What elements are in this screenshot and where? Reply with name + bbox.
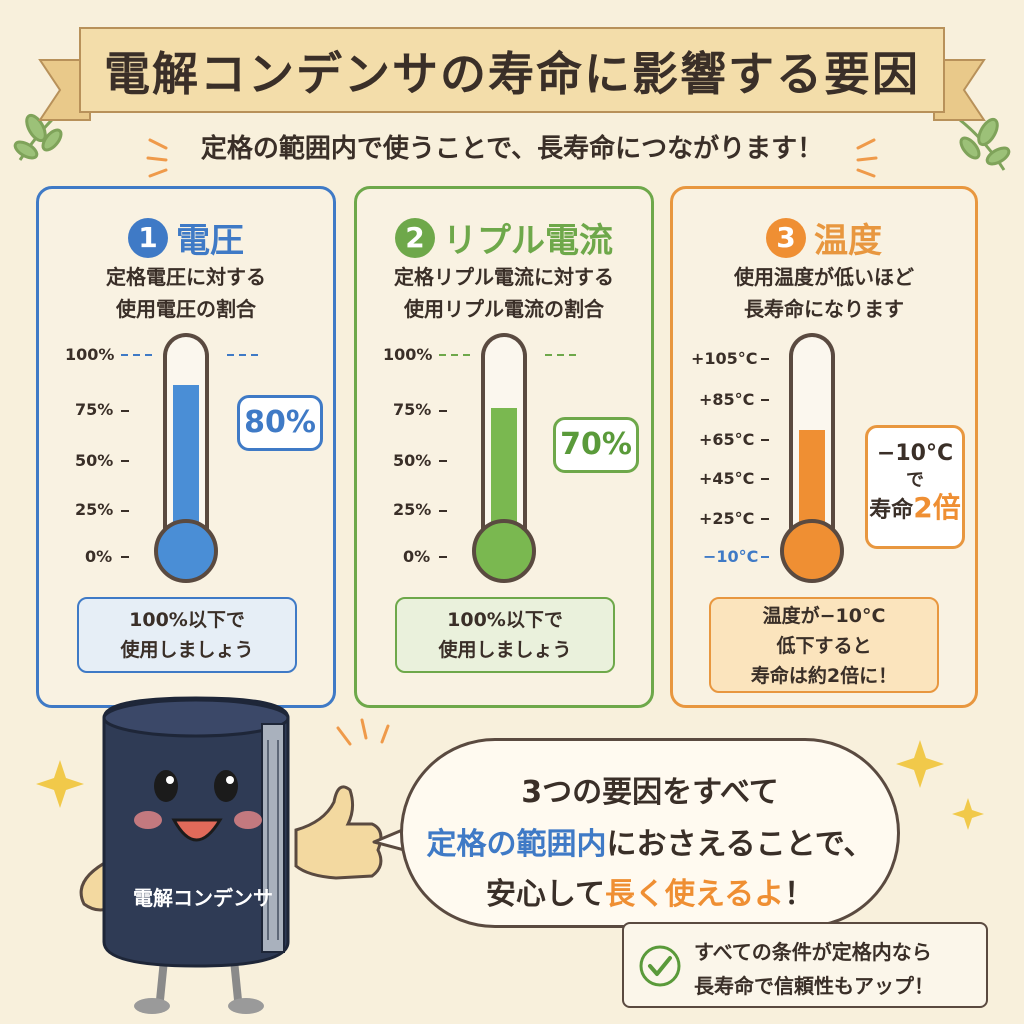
tick-label: 0%: [85, 547, 113, 566]
tick-marks: [761, 358, 769, 558]
desc-line: 定格電圧に対する: [106, 265, 266, 289]
tick-label: −10°C: [703, 547, 759, 566]
subtitle-accent-icon: [146, 138, 878, 178]
check-note-line: 長寿命で信頼性もアップ！: [694, 974, 934, 998]
tick-label: +85°C: [699, 390, 755, 409]
tick-marks: [439, 354, 579, 558]
panel-title-temperature: 温度: [814, 221, 882, 261]
note-line: 低下すると: [776, 635, 872, 657]
tick-label: 100%: [383, 345, 433, 364]
panel-heading: 3 温度: [673, 213, 975, 262]
panel-title-ripple: リプル電流: [443, 221, 613, 261]
panel-voltage: 1 電圧 定格電圧に対する 使用電圧の割合 100% 75% 50% 25% 0%…: [36, 186, 336, 708]
number-badge-1: 1: [128, 217, 168, 258]
tick-label: +65°C: [699, 430, 755, 449]
check-note: すべての条件が定格内なら 長寿命で信頼性もアップ！: [622, 922, 988, 1008]
thermometer-bulb: [472, 519, 536, 583]
check-note-line: すべての条件が定格内なら: [694, 940, 932, 964]
panel-heading: 1 電圧: [39, 213, 333, 262]
callout-line: で: [906, 470, 924, 491]
tick-label: +25°C: [699, 509, 755, 528]
panel-temperature: 3 温度 使用温度が低いほど 長寿命になります +105°C +85°C +65°…: [670, 186, 978, 708]
speech-line: 安心して長く使えるよ！: [403, 869, 897, 913]
leaf-sprig-right-icon: [959, 117, 1011, 171]
speech-bubble: 3つの要因をすべて 定格の範囲内におさえることで、 安心して長く使えるよ！: [400, 738, 900, 928]
callout-line: 寿命2倍: [868, 492, 962, 527]
panel-ripple-current: 2 リプル電流 定格リプル電流に対する 使用リプル電流の割合 100% 75% 5…: [354, 186, 654, 708]
mascot-face-icon: [134, 770, 262, 842]
check-circle-icon: [639, 945, 681, 987]
speech-highlight-orange: 長く使えるよ: [605, 877, 785, 912]
note-line: 使用しましょう: [120, 639, 254, 661]
thermometer-bulb: [154, 519, 218, 583]
tick-label: 25%: [75, 500, 114, 519]
value-callout: 80%: [237, 395, 323, 451]
tick-label: +45°C: [699, 469, 755, 488]
tick-label: 75%: [393, 400, 432, 419]
number-badge-2: 2: [395, 217, 435, 258]
note-line: 100%以下で: [129, 609, 245, 631]
desc-line: 使用温度が低いほど: [734, 265, 914, 289]
mascot-thumbs-up-icon: [294, 785, 383, 880]
tick-label: 50%: [75, 451, 114, 470]
panel-note: 温度が−10°C 低下すると 寿命は約2倍に！: [709, 597, 939, 693]
note-line: 寿命は約2倍に！: [750, 665, 898, 687]
excitement-lines-icon: [336, 718, 390, 746]
number-badge-3: 3: [766, 217, 806, 258]
tick-label: 75%: [75, 400, 114, 419]
value-callout: 70%: [553, 417, 639, 473]
capacitor-mascot: [79, 696, 383, 1014]
panel-note: 100%以下で 使用しましょう: [77, 597, 297, 673]
sparkle-icon: [36, 740, 984, 830]
desc-line: 使用電圧の割合: [116, 297, 256, 321]
callout-line: −10°C: [876, 441, 954, 466]
callout-lifespan-label: 寿命: [869, 498, 914, 523]
panel-title-voltage: 電圧: [176, 221, 244, 261]
panel-heading: 2 リプル電流: [357, 213, 651, 262]
tick-label: 25%: [393, 500, 432, 519]
mascot-label: 電解コンデンサ: [133, 886, 273, 910]
panel-description: 使用温度が低いほど 長寿命になります: [673, 261, 975, 325]
callout-multiplier: 2倍: [913, 491, 961, 524]
tick-label: +105°C: [691, 349, 758, 368]
desc-line: 使用リプル電流の割合: [404, 297, 604, 321]
tick-label: 0%: [403, 547, 431, 566]
note-line: 100%以下で: [447, 609, 563, 631]
mascot-legs-icon: [156, 956, 242, 1004]
tick-label: 100%: [65, 345, 115, 364]
mascot-feet-icon: [134, 998, 264, 1014]
title-ribbon-icon: [38, 27, 986, 121]
desc-line: 長寿命になります: [744, 297, 904, 321]
panel-description: 定格電圧に対する 使用電圧の割合: [39, 261, 333, 325]
note-line: 使用しましょう: [438, 639, 572, 661]
page-subtitle: 定格の範囲内で使うことで、長寿命につながります！: [200, 134, 824, 164]
page-title: 電解コンデンサの寿命に影響する要因: [104, 47, 920, 101]
speech-text: ！: [784, 877, 815, 912]
temperature-callout: −10°C で 寿命2倍: [865, 425, 965, 549]
speech-line: 定格の範囲内におさえることで、: [403, 819, 897, 863]
note-line: 温度が−10°C: [762, 605, 886, 627]
tick-label: 50%: [393, 451, 432, 470]
panel-note: 100%以下で 使用しましょう: [395, 597, 615, 673]
thermometer-bulb: [780, 519, 844, 583]
tick-marks: [121, 354, 261, 558]
speech-text: におさえることで、: [606, 827, 874, 862]
desc-line: 定格リプル電流に対する: [394, 265, 614, 289]
speech-highlight-blue: 定格の範囲内: [426, 827, 607, 862]
panel-description: 定格リプル電流に対する 使用リプル電流の割合: [357, 261, 651, 325]
speech-line: 3つの要因をすべて: [521, 775, 779, 810]
speech-text: 安心して: [485, 877, 605, 912]
